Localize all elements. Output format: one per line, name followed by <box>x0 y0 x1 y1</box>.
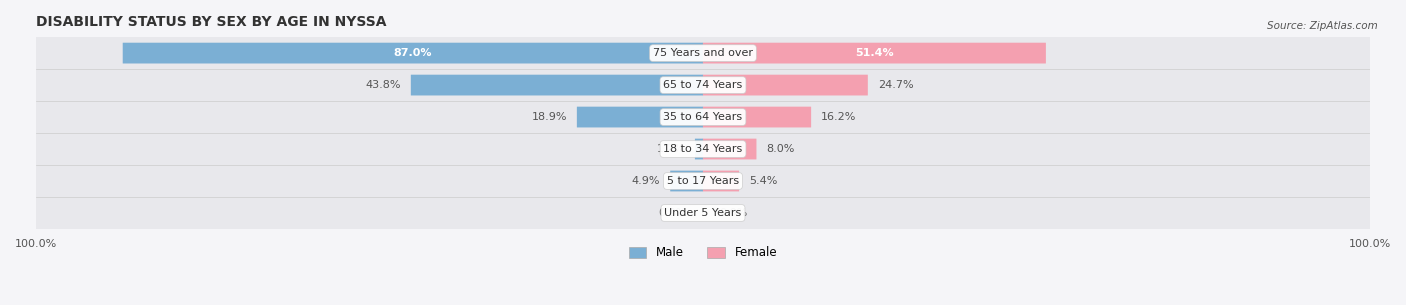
FancyBboxPatch shape <box>703 170 740 192</box>
Text: 65 to 74 Years: 65 to 74 Years <box>664 80 742 90</box>
Text: 43.8%: 43.8% <box>366 80 401 90</box>
Text: 51.4%: 51.4% <box>855 48 894 58</box>
Text: 87.0%: 87.0% <box>394 48 432 58</box>
Text: Under 5 Years: Under 5 Years <box>665 208 741 218</box>
FancyBboxPatch shape <box>37 69 1369 101</box>
Text: 24.7%: 24.7% <box>877 80 914 90</box>
FancyBboxPatch shape <box>703 107 811 127</box>
FancyBboxPatch shape <box>695 139 703 160</box>
FancyBboxPatch shape <box>122 43 703 63</box>
Text: 5 to 17 Years: 5 to 17 Years <box>666 176 740 186</box>
Text: 0.0%: 0.0% <box>720 208 748 218</box>
Text: Source: ZipAtlas.com: Source: ZipAtlas.com <box>1267 21 1378 31</box>
FancyBboxPatch shape <box>703 139 756 160</box>
FancyBboxPatch shape <box>37 101 1369 133</box>
Text: 18.9%: 18.9% <box>531 112 567 122</box>
FancyBboxPatch shape <box>703 75 868 95</box>
Text: DISABILITY STATUS BY SEX BY AGE IN NYSSA: DISABILITY STATUS BY SEX BY AGE IN NYSSA <box>37 15 387 29</box>
Text: 16.2%: 16.2% <box>821 112 856 122</box>
FancyBboxPatch shape <box>37 37 1369 70</box>
FancyBboxPatch shape <box>37 165 1369 197</box>
Text: 1.2%: 1.2% <box>657 144 685 154</box>
FancyBboxPatch shape <box>576 107 703 127</box>
Text: 5.4%: 5.4% <box>749 176 778 186</box>
FancyBboxPatch shape <box>37 133 1369 165</box>
FancyBboxPatch shape <box>671 170 703 192</box>
Text: 4.9%: 4.9% <box>631 176 661 186</box>
FancyBboxPatch shape <box>37 197 1369 229</box>
Text: 75 Years and over: 75 Years and over <box>652 48 754 58</box>
Text: 18 to 34 Years: 18 to 34 Years <box>664 144 742 154</box>
Legend: Male, Female: Male, Female <box>623 240 783 265</box>
FancyBboxPatch shape <box>411 75 703 95</box>
Text: 0.0%: 0.0% <box>658 208 686 218</box>
Text: 8.0%: 8.0% <box>766 144 794 154</box>
FancyBboxPatch shape <box>703 43 1046 63</box>
Text: 35 to 64 Years: 35 to 64 Years <box>664 112 742 122</box>
